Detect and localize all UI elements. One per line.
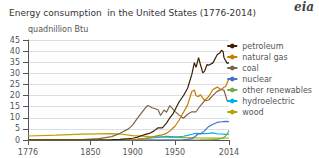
svg-text:1850: 1850	[80, 148, 100, 157]
svg-text:nuclear: nuclear	[242, 75, 273, 84]
svg-text:15: 15	[10, 102, 20, 111]
svg-text:25: 25	[10, 80, 20, 89]
svg-text:petroleum: petroleum	[242, 42, 283, 51]
svg-text:eia: eia	[294, 0, 314, 14]
svg-text:0: 0	[15, 136, 20, 145]
svg-text:5: 5	[15, 124, 20, 133]
svg-text:40: 40	[10, 47, 20, 56]
svg-text:1950: 1950	[165, 148, 185, 157]
svg-text:hydroelectric: hydroelectric	[242, 97, 294, 106]
svg-text:30: 30	[10, 69, 20, 78]
svg-text:20: 20	[10, 91, 20, 100]
svg-text:quadnillion Btu: quadnillion Btu	[28, 25, 88, 34]
svg-text:coal: coal	[242, 64, 258, 73]
svg-text:Energy consumption in the Uni: Energy consumption in the United States …	[9, 8, 256, 18]
svg-text:2014: 2014	[219, 148, 239, 157]
svg-text:other renewables: other renewables	[242, 86, 312, 95]
svg-text:35: 35	[10, 58, 20, 67]
svg-text:wood: wood	[242, 108, 263, 117]
svg-text:10: 10	[10, 113, 20, 122]
svg-text:natural gas: natural gas	[242, 53, 287, 62]
svg-text:1776: 1776	[18, 148, 38, 157]
svg-text:45: 45	[10, 36, 20, 45]
svg-text:1900: 1900	[123, 148, 143, 157]
